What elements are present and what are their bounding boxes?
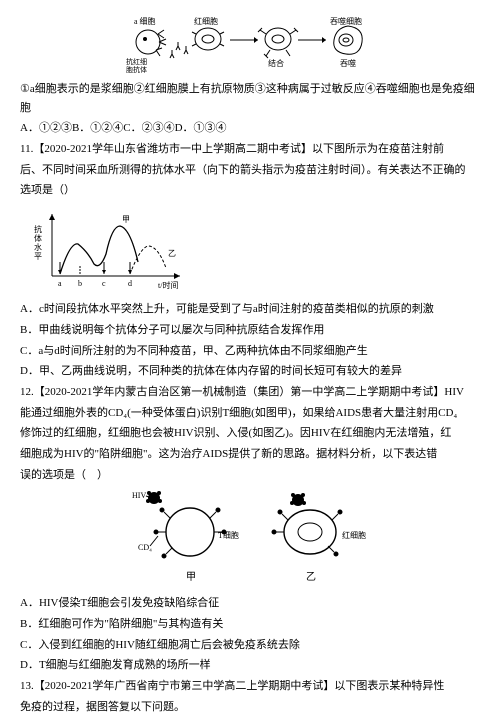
statements-text: ①a细胞表示的是浆细胞②红细胞膜上有抗原物质③这种病属于过敏反应④吞噬细胞也是免… [20,80,480,117]
axis-x: t/时间 [158,280,178,290]
q11-opt-c: C．a与d时间所注射的为不同种疫苗，甲、乙两种抗体由不同浆细胞产生 [20,342,480,361]
svg-text:胞抗体: 胞抗体 [126,65,147,74]
q13-text-2: 免疫的过程，据图答复以下问题。 [20,698,480,716]
q12-text-5: 误的选项是（ ） [20,466,480,485]
label-hiv: HIV [132,491,146,500]
svg-text:体: 体 [34,233,42,243]
label-cd4: CD₄ [138,543,152,552]
label-jia2: 甲 [186,572,196,583]
label-yi2: 乙 [306,571,316,583]
svg-text:d: d [128,279,132,288]
axis-y-1: 抗 [34,224,42,234]
label-a-cell: a 细胞 [134,16,156,26]
q12-text-4: 细胞成为HIV的"陷阱细胞"。这为治疗AIDS提供了新的思路。据材料分析，以下表… [20,445,480,464]
q11-text-1: 11.【2020-2021学年山东省潍坊市一中上学期高二期中考试】以下图所示为在… [20,140,480,159]
q11-opt-a: A．c时间段抗体水平突然上升，可能是受到了与a时间注射的疫苗类相似的抗原的刺激 [20,300,480,319]
figure-3: HIV CD₄ T细胞 甲 红细胞 乙 [20,488,480,588]
q13-text-1: 13.【2020-2021学年广西省南宁市第三中学高二上学期期中考试】以下图表示… [20,677,480,696]
label-rbc2: 红细胞 [342,530,366,540]
q12-opt-b: B．红细胞可作为"陷阱细胞"与其构造有关 [20,615,480,634]
figure-2: 抗 体 水 平 t/时间 甲 乙 a b c d [30,204,480,294]
svg-text:a: a [58,279,62,288]
q11-text-3: 选项是（） [20,181,480,200]
svg-text:水: 水 [34,242,42,252]
figure-1: a 细胞 抗红细 胞抗体 红细胞 结合 吞噬细胞 吞噬 [20,14,480,74]
label-yi: 乙 [168,249,176,258]
label-phago: 吞噬 [340,58,356,68]
svg-text:平: 平 [34,252,42,261]
label-bind: 结合 [268,58,284,68]
label-rbc: 红细胞 [194,16,218,26]
label-anti-rbc-ab: 抗红细 [126,57,147,66]
q12-text-3: 修饰过的红细胞，红细胞也会被HIV识别、入侵(如图乙)。因HIV在红细胞内无法增… [20,424,480,443]
q12-text-2: 能通过细胞外表的CD₄(一种受体蛋白)识别T细胞(如图甲)，如果给AIDS患者大… [20,404,480,423]
svg-text:b: b [78,279,82,288]
q12-opt-c: C．入侵到红细胞的HIV随红细胞凋亡后会被免疫系统去除 [20,636,480,655]
q12-text-1: 12.【2020-2021学年内蒙古自治区第一机械制造（集团）第一中学高二上学期… [20,383,480,402]
label-jia: 甲 [122,215,130,224]
label-phago-cell: 吞噬细胞 [330,16,362,26]
q12-opt-a: A．HIV侵染T细胞会引发免疫缺陷综合征 [20,594,480,613]
q11-text-2: 后、不同时间采血所测得的抗体水平（向下的箭头指示为疫苗注射时间）。有关表达不正确… [20,161,480,180]
label-t-cell: T细胞 [218,530,239,540]
q10-options: A．①②③B．①②④C．②③④D．①③④ [20,119,480,138]
q12-opt-d: D．T细胞与红细胞发育成熟的场所一样 [20,656,480,675]
q11-opt-d: D．甲、乙两曲线说明，不同种类的抗体在体内存留的时间长短可有较大的差异 [20,362,480,381]
svg-text:c: c [102,279,106,288]
q11-opt-b: B．甲曲线说明每个抗体分子可以屡次与同种抗原结合发挥作用 [20,321,480,340]
